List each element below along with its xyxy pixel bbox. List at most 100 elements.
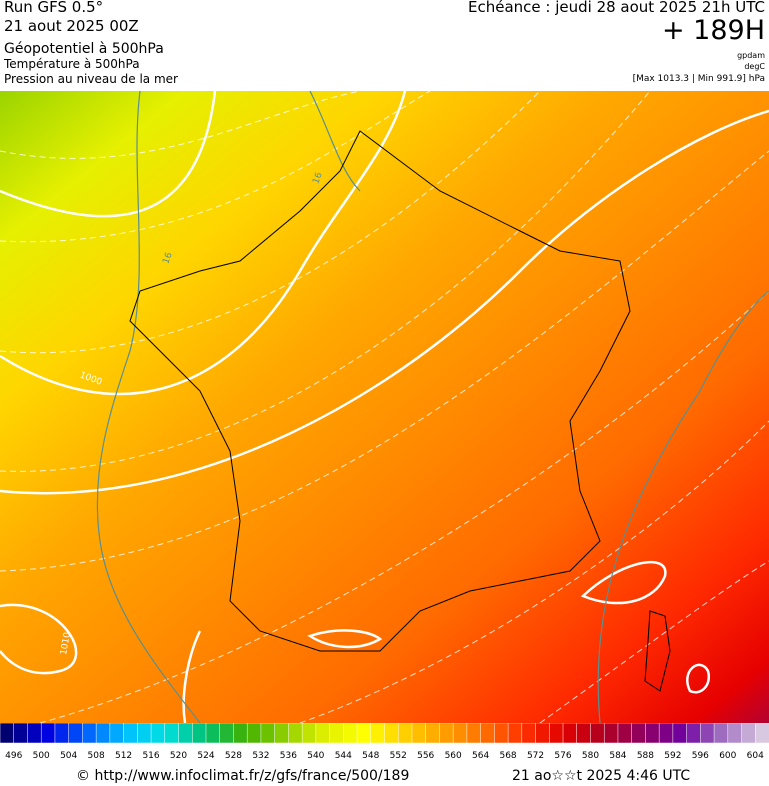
scale-cell <box>164 723 180 744</box>
scale-cell <box>549 723 564 744</box>
scale-cell <box>109 723 125 744</box>
scale-cell <box>617 723 633 744</box>
corsica-outline <box>644 610 671 692</box>
scale-cell <box>494 723 509 744</box>
temperature-isolines <box>0 91 769 723</box>
field-label: Pression au niveau de la mer <box>4 72 178 86</box>
scale-label: 520 <box>170 751 187 761</box>
scale-label: 532 <box>252 751 269 761</box>
scale-cell <box>178 723 193 744</box>
geopotential-isolines <box>0 91 769 723</box>
field-label: Température à 500hPa <box>4 57 140 71</box>
contour-label: 16 <box>311 171 324 185</box>
scale-cell <box>590 723 605 744</box>
map-background <box>0 91 769 723</box>
scale-label: 580 <box>582 751 599 761</box>
unit: degC <box>744 62 765 71</box>
scale-label: 596 <box>692 751 709 761</box>
scale-label: 560 <box>445 751 462 761</box>
scale-label: 516 <box>142 751 159 761</box>
scale-cell <box>13 723 29 744</box>
scale-cell <box>686 723 702 744</box>
scale-label: 540 <box>307 751 324 761</box>
scale-cell <box>741 723 757 744</box>
pressure-range: [Max 1013.3 | Min 991.9] hPa <box>632 74 765 84</box>
scale-label: 556 <box>417 751 434 761</box>
scale-cell <box>219 723 235 744</box>
run-date: 21 aout 2025 00Z <box>4 17 139 35</box>
scale-cell <box>452 723 468 744</box>
scale-cell <box>535 723 551 744</box>
scale-cell <box>274 723 290 744</box>
contour-label: 16 <box>161 251 174 265</box>
scale-label: 576 <box>554 751 571 761</box>
scale-cell <box>205 723 221 744</box>
scale-cell <box>356 723 372 744</box>
scale-cell <box>631 723 647 744</box>
scale-cell <box>192 723 207 744</box>
color-scale: 496 500 504 508 512 516 520 524 528 532 536 540 544 5… <box>0 723 769 761</box>
scale-cell <box>260 723 276 744</box>
scale-label: 592 <box>664 751 681 761</box>
run-title: Run GFS 0.5° <box>4 0 104 16</box>
scale-label: 512 <box>115 751 132 761</box>
scale-label: 584 <box>609 751 626 761</box>
scale-label: 508 <box>88 751 105 761</box>
generated-time: 21 ao☆☆t 2025 4:46 UTC <box>512 768 691 784</box>
scale-cell <box>95 723 111 744</box>
scale-label: 600 <box>719 751 736 761</box>
scale-cell <box>439 723 454 744</box>
scale-cell <box>137 723 152 744</box>
unit: gpdam <box>737 51 765 60</box>
scale-cell <box>755 723 769 744</box>
scale-cell <box>507 723 523 744</box>
scale-cell <box>466 723 482 744</box>
france-outline <box>129 130 631 652</box>
scale-label: 496 <box>5 751 22 761</box>
scale-label: 548 <box>362 751 379 761</box>
scale-cell <box>397 723 413 744</box>
scale-cell <box>658 723 674 744</box>
scale-cell <box>672 723 688 744</box>
scale-cell <box>0 723 15 744</box>
source-url: © http://www.infoclimat.fr/z/gfs/france/… <box>76 768 410 784</box>
scale-label: 504 <box>60 751 77 761</box>
scale-cell <box>288 723 303 744</box>
scale-label: 604 <box>747 751 764 761</box>
pressure-isolines <box>96 91 769 723</box>
scale-label: 544 <box>335 751 352 761</box>
scale-cell <box>411 723 427 744</box>
scale-label: 568 <box>499 751 516 761</box>
scale-cell <box>727 723 743 744</box>
scale-cell <box>562 723 578 744</box>
scale-cell <box>384 723 399 744</box>
scale-cell <box>370 723 386 744</box>
scale-cell <box>315 723 331 744</box>
scale-cell <box>68 723 84 744</box>
scale-cell <box>645 723 660 744</box>
scale-cell <box>233 723 248 744</box>
field-label: Géopotentiel à 500hPa <box>4 41 164 57</box>
scale-cell <box>54 723 70 744</box>
scale-cell <box>82 723 97 744</box>
scale-cell <box>301 723 317 744</box>
lead-time: + 189H <box>661 15 765 46</box>
scale-cell <box>343 723 358 744</box>
scale-cell <box>150 723 166 744</box>
scale-cell <box>123 723 139 744</box>
scale-label: 588 <box>637 751 654 761</box>
scale-cell <box>480 723 496 744</box>
scale-cell <box>521 723 537 744</box>
scale-cell <box>700 723 715 744</box>
scale-label: 528 <box>225 751 242 761</box>
scale-cell <box>425 723 441 744</box>
scale-label: 536 <box>280 751 297 761</box>
scale-cell <box>27 723 42 744</box>
scale-cell <box>713 723 729 744</box>
contour-label: 1010 <box>59 631 73 656</box>
scale-label: 524 <box>197 751 214 761</box>
echeance: Echéance : jeudi 28 aout 2025 21h UTC <box>467 0 765 16</box>
